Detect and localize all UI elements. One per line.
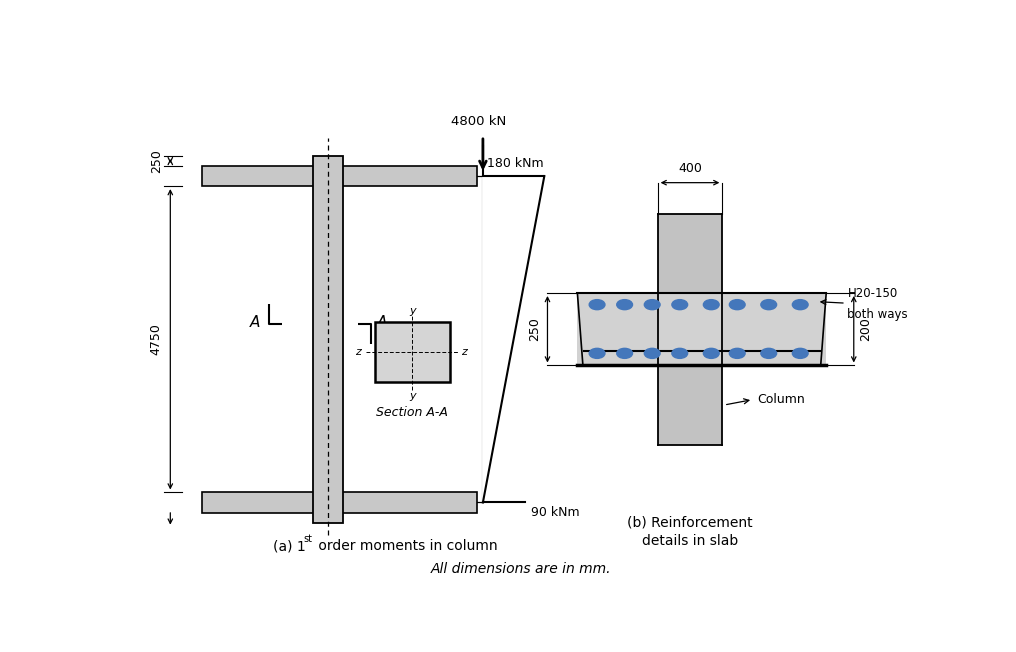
Circle shape	[729, 300, 745, 310]
Text: order moments in column: order moments in column	[314, 539, 497, 553]
Text: 90 kNm: 90 kNm	[531, 507, 579, 520]
Bar	[657, 214, 722, 445]
Text: Section A-A: Section A-A	[377, 406, 448, 419]
Circle shape	[703, 348, 719, 359]
Text: Column: Column	[757, 393, 805, 406]
Text: $A$: $A$	[376, 314, 388, 330]
Circle shape	[792, 300, 808, 310]
Text: details in slab: details in slab	[642, 534, 738, 548]
Text: y: y	[409, 391, 416, 401]
Text: All dimensions are in mm.: All dimensions are in mm.	[431, 562, 611, 576]
Circle shape	[672, 348, 688, 359]
Circle shape	[672, 300, 688, 310]
Bar	[375, 321, 450, 382]
Text: z: z	[461, 347, 467, 357]
Text: both ways: both ways	[847, 308, 908, 321]
Text: 250: 250	[528, 318, 542, 341]
Text: H20-150: H20-150	[847, 287, 898, 300]
Circle shape	[703, 300, 719, 310]
Circle shape	[617, 300, 633, 310]
Bar	[202, 492, 478, 512]
Text: y: y	[409, 306, 416, 316]
Circle shape	[589, 348, 605, 359]
Text: (b) Reinforcement: (b) Reinforcement	[627, 516, 753, 529]
Text: 4800 kN: 4800 kN	[451, 115, 507, 128]
Circle shape	[761, 300, 776, 310]
Circle shape	[729, 348, 745, 359]
Text: 180 kNm: 180 kNm	[487, 157, 544, 170]
Circle shape	[792, 348, 808, 359]
Polygon shape	[483, 176, 545, 503]
Polygon shape	[483, 176, 524, 503]
Bar	[313, 156, 342, 522]
Circle shape	[589, 300, 605, 310]
Text: 200: 200	[860, 318, 872, 341]
Circle shape	[761, 348, 776, 359]
Circle shape	[644, 300, 660, 310]
Text: st: st	[304, 534, 312, 544]
Bar	[202, 166, 478, 186]
Text: $A$: $A$	[249, 314, 261, 330]
Text: 4750: 4750	[149, 323, 163, 355]
Circle shape	[644, 348, 660, 359]
Circle shape	[617, 348, 633, 359]
Text: 250: 250	[149, 149, 163, 173]
Text: (a) 1: (a) 1	[272, 539, 306, 553]
Text: 400: 400	[678, 162, 702, 175]
Bar	[577, 293, 826, 365]
Text: z: z	[355, 347, 361, 357]
